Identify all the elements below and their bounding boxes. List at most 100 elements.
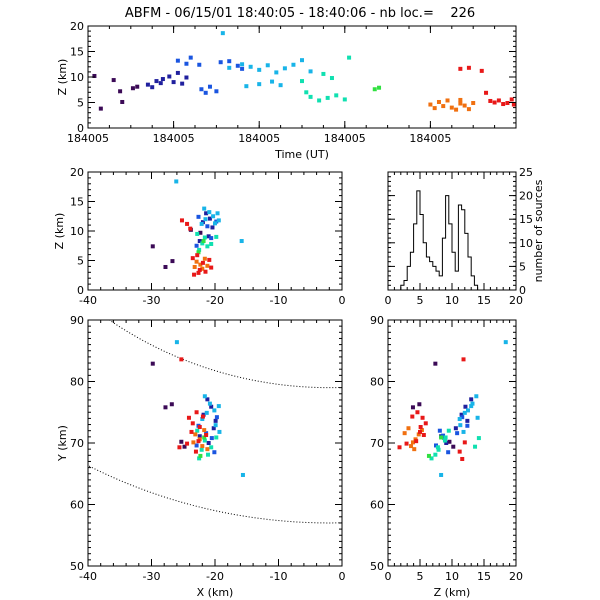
range-ring [88,464,342,524]
data-point [410,405,415,410]
data-point [347,55,352,60]
y-tick-label: 5 [77,97,84,110]
x-tick-label: -20 [206,294,224,307]
data-point [197,456,202,461]
data-point [439,472,444,477]
data-point [248,64,253,69]
data-point [257,67,262,72]
data-point [193,449,198,454]
data-point [135,84,140,89]
x-tick-label: 10 [445,570,459,583]
data-point [204,211,209,216]
data-point [169,402,174,407]
data-point [372,87,377,92]
data-point [447,439,452,444]
data-point [274,70,279,75]
data-point [300,79,304,84]
y-tick-label: 60 [370,499,384,512]
data-point [177,445,182,450]
data-point [170,259,175,264]
data-point [194,259,199,264]
y-axis-title: number of sources [532,179,545,282]
y-tick-label: 50 [370,560,384,573]
data-point [202,206,207,211]
data-point [442,438,447,443]
data-point [200,260,205,265]
data-point [317,98,322,103]
data-point [206,234,211,239]
plan-view-frame [87,319,343,567]
y-tick-label: 0 [519,284,526,297]
data-point [414,439,419,444]
time-height-panel: 184005 184005 184005 184005 18400505101520Ti… [56,20,517,161]
data-point [163,264,168,269]
data-point [203,269,208,274]
range-rings [88,320,342,524]
y-axis-title: Z (km) [53,213,66,250]
data-point [192,272,197,277]
data-point [428,102,433,107]
data-point [201,239,206,244]
data-point [167,74,172,79]
data-point [459,412,464,417]
series-light-blue [439,340,508,477]
data-point [198,262,203,267]
data-point [469,397,474,402]
y-tick-label: 60 [70,499,84,512]
data-point [209,241,214,246]
y-tick-label: 10 [70,71,84,84]
data-point [436,447,441,452]
data-point [207,216,212,221]
data-point [461,357,466,362]
x-tick-label: 184005 [67,132,109,145]
data-point [441,104,446,109]
y-tick-label: 10 [519,237,533,250]
data-point [188,55,193,60]
y-tick-label: 70 [370,437,384,450]
data-point [406,426,411,431]
data-point [479,68,484,73]
y-tick-label: 20 [70,166,84,179]
data-point [216,404,221,409]
data-point [265,63,270,68]
data-point [195,428,200,433]
figure-title: ABFM - 06/15/01 18:40:05 - 18:40:06 - nb… [125,6,475,21]
x-tick-label: -40 [79,570,97,583]
data-point [458,101,463,106]
data-point [160,77,165,82]
series-green [198,435,207,458]
y-tick-label: 80 [70,376,84,389]
data-point [179,218,184,223]
data-point [473,444,478,449]
x-tick-label: 184005 [324,132,366,145]
data-point [216,218,221,223]
data-point [190,256,195,261]
x-tick-label: 0 [385,294,392,307]
data-point [492,100,497,105]
data-point [458,66,463,71]
y-tick-label: 0 [77,284,84,297]
data-point [423,421,428,426]
data-point [433,361,438,366]
series-cyan [300,55,352,103]
x-tick-label: 15 [477,570,491,583]
y-tick-label: 5 [519,260,526,273]
data-point [211,214,216,219]
data-point [437,428,442,433]
data-point [150,85,155,90]
data-point [174,340,179,345]
data-point [194,443,199,448]
data-point [415,410,420,415]
data-point [410,440,415,445]
data-point [466,408,470,413]
data-point [432,106,437,111]
data-point [270,79,275,84]
data-point [212,408,217,413]
data-point [207,84,212,89]
data-point [457,417,462,422]
data-point [475,415,480,420]
data-point [257,82,262,87]
data-point [451,444,456,449]
